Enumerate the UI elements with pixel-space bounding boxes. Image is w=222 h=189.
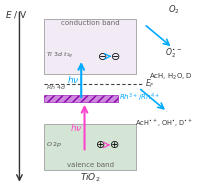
Text: $\ominus$: $\ominus$: [110, 51, 121, 62]
Text: TiO$_2$: TiO$_2$: [80, 171, 100, 184]
Text: $E_F$: $E_F$: [145, 77, 155, 90]
Text: $O_2$: $O_2$: [168, 3, 180, 16]
Text: $Rh\ 4d$: $Rh\ 4d$: [46, 83, 66, 91]
Text: $\oplus$: $\oplus$: [95, 139, 105, 150]
Text: $O\ 2p$: $O\ 2p$: [46, 140, 63, 149]
Text: $\oplus$: $\oplus$: [109, 139, 119, 150]
Bar: [44, 95, 118, 102]
Text: $h\nu$: $h\nu$: [70, 122, 82, 133]
Text: $E$ / V: $E$ / V: [5, 9, 28, 20]
Text: $Rh^{3+}/Rh^{4+}$: $Rh^{3+}/Rh^{4+}$: [119, 92, 160, 104]
Text: $h\nu$: $h\nu$: [67, 74, 79, 85]
Text: conduction band: conduction band: [61, 20, 119, 26]
Bar: [44, 124, 136, 170]
Text: $Ti\ 3d\ t_{2g}$: $Ti\ 3d\ t_{2g}$: [46, 51, 73, 61]
Text: $\ominus$: $\ominus$: [97, 51, 107, 62]
Text: $O_2^{\bullet-}$: $O_2^{\bullet-}$: [165, 47, 182, 60]
Bar: [44, 19, 136, 74]
Text: AcH, H$_2$O, D: AcH, H$_2$O, D: [149, 72, 192, 82]
Text: valence band: valence band: [67, 162, 113, 168]
Text: AcH$^{\bullet+}$, OH$^{\bullet}$, D$^{\bullet+}$: AcH$^{\bullet+}$, OH$^{\bullet}$, D$^{\b…: [135, 118, 193, 129]
